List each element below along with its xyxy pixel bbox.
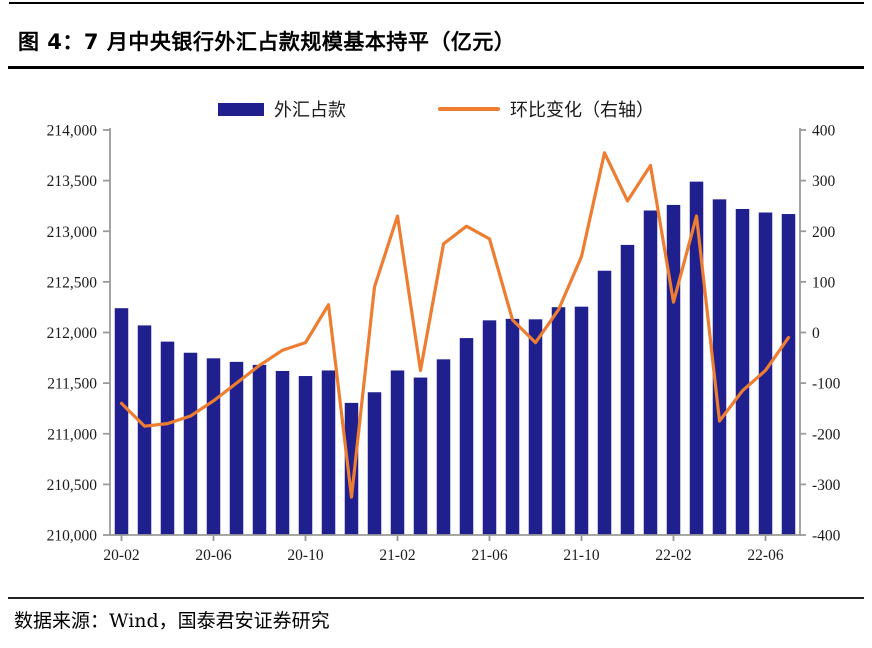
bar-22-06 xyxy=(758,212,773,536)
bar-21-01 xyxy=(367,392,382,535)
x-axis-label-20-06: 20-06 xyxy=(195,547,231,564)
right-axis-label: -400 xyxy=(812,528,841,545)
right-axis-label: 0 xyxy=(812,325,820,342)
bar-20-06 xyxy=(206,358,221,535)
x-axis-label-20-10: 20-10 xyxy=(287,547,323,564)
bar-22-04 xyxy=(712,199,727,535)
x-axis-label-22-06: 22-06 xyxy=(747,547,783,564)
bar-20-03 xyxy=(137,325,152,535)
bar-21-11 xyxy=(597,270,612,535)
left-axis-label: 211,500 xyxy=(47,376,97,393)
bar-20-05 xyxy=(183,352,198,535)
dual-axis-chart-plot: 214,000 213,500 213,000 212,500 212,000 211,5… xyxy=(0,85,872,595)
right-axis-label: 400 xyxy=(812,123,836,140)
left-axis-label: 210,000 xyxy=(47,528,98,545)
bar-22-05 xyxy=(735,208,750,535)
right-axis-label: -300 xyxy=(812,477,841,494)
line-series-label: 环比变化（右轴） xyxy=(510,100,654,121)
footer-divider-rule xyxy=(8,597,864,599)
top-border-rule xyxy=(9,2,864,4)
right-axis-label: 200 xyxy=(812,224,836,241)
bar-20-08 xyxy=(252,364,267,535)
chart-canvas: 214,000 213,500 213,000 212,500 212,000 211,5… xyxy=(47,123,841,565)
x-axis-label-21-02: 21-02 xyxy=(379,547,415,564)
bar-20-11 xyxy=(321,370,336,535)
right-axis-label: -100 xyxy=(812,376,841,393)
bar-21-09 xyxy=(551,307,566,535)
x-axis-label-21-10: 21-10 xyxy=(563,547,599,564)
bar-22-02 xyxy=(666,204,681,536)
left-axis-label: 214,000 xyxy=(47,123,98,140)
bar-20-07 xyxy=(229,361,244,535)
bar-20-02 xyxy=(114,308,129,535)
x-axis-label-21-06: 21-06 xyxy=(471,547,507,564)
figure-title: 图 4：7 月中央银行外汇占款规模基本持平（亿元） xyxy=(18,30,516,54)
bar-series-label: 外汇占款 xyxy=(274,100,346,121)
bar-20-12 xyxy=(344,402,359,535)
bar-21-04 xyxy=(436,359,451,535)
legend-item-bar-series: 外汇占款 xyxy=(218,96,346,122)
chart-legend: 外汇占款 环比变化（右轴） xyxy=(0,96,872,122)
bar-22-03 xyxy=(689,181,704,535)
bar-20-10 xyxy=(298,376,313,535)
bar-21-08 xyxy=(528,319,543,535)
left-axis-label: 210,500 xyxy=(47,477,98,494)
data-source-note: 数据来源：Wind，国泰君安证券研究 xyxy=(14,610,330,632)
bar-22-07 xyxy=(781,214,796,535)
bar-21-10 xyxy=(574,306,589,535)
legend-item-line-series: 环比变化（右轴） xyxy=(438,96,654,122)
right-axis-label: 300 xyxy=(812,173,836,190)
line-series xyxy=(119,151,791,499)
bar-21-02 xyxy=(390,370,405,535)
left-axis-label: 211,000 xyxy=(47,426,97,443)
bar-21-05 xyxy=(459,338,474,535)
bar-22-01 xyxy=(643,210,658,535)
bar-21-12 xyxy=(620,244,635,535)
bar-20-09 xyxy=(275,370,290,535)
left-axis-label: 212,500 xyxy=(47,274,98,291)
left-axis-label: 213,000 xyxy=(47,224,98,241)
title-divider-rule xyxy=(8,66,864,69)
line-series-swatch-icon xyxy=(438,107,500,111)
left-axis-label: 213,500 xyxy=(47,173,98,190)
bar-20-04 xyxy=(160,341,175,535)
left-axis-label: 212,000 xyxy=(47,325,98,342)
bar-21-03 xyxy=(413,377,428,535)
x-axis-label-20-02: 20-02 xyxy=(103,547,139,564)
bar-21-06 xyxy=(482,320,497,535)
bar-series-swatch-icon xyxy=(218,102,264,116)
bar-21-07 xyxy=(505,318,520,535)
x-axis-label-22-02: 22-02 xyxy=(655,547,691,564)
right-axis-label: 100 xyxy=(812,274,836,291)
right-axis-label: -200 xyxy=(812,426,841,443)
